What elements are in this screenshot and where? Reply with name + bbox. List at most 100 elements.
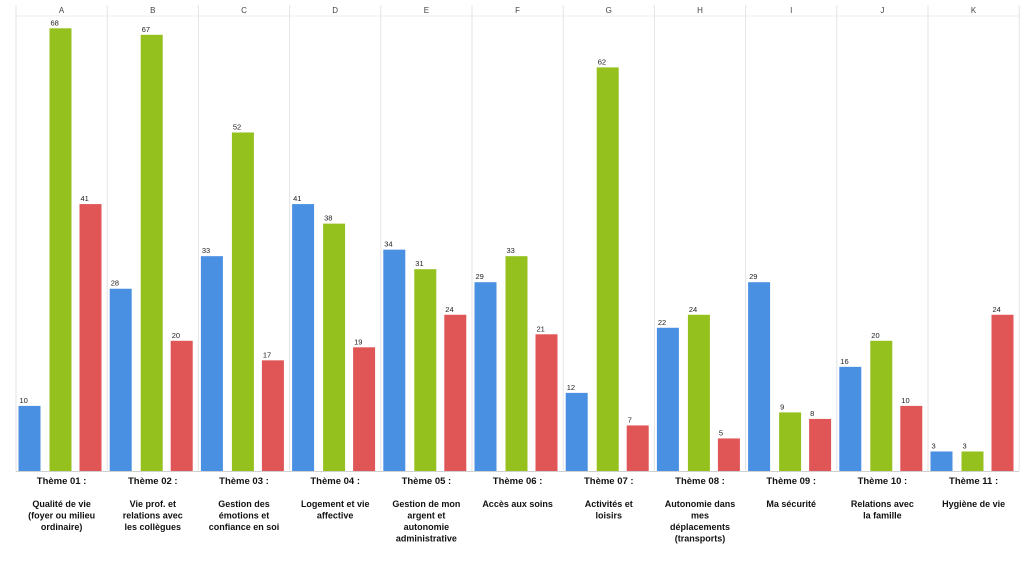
- category-description: Gestion des: [218, 499, 270, 509]
- bar-blue: [383, 249, 406, 471]
- bar-green: [779, 412, 802, 471]
- bar-blue: [565, 392, 588, 471]
- column-letter: I: [790, 6, 792, 15]
- column-letter: D: [332, 6, 338, 15]
- category-description: la famille: [863, 511, 902, 521]
- category-description: (transports): [675, 534, 726, 544]
- category-description: confiance en soi: [209, 522, 280, 532]
- data-label: 17: [263, 350, 271, 359]
- data-label: 29: [476, 272, 484, 281]
- column-letter: B: [150, 6, 155, 15]
- data-label: 20: [871, 331, 879, 340]
- data-label: 29: [749, 272, 757, 281]
- category-title: Thème 07 :: [584, 476, 634, 487]
- data-label: 3: [932, 441, 936, 450]
- category-description: ordinaire): [41, 522, 83, 532]
- category-description: les collègues: [125, 522, 182, 532]
- category-description: Vie prof. et: [130, 499, 176, 509]
- bar-red: [809, 418, 832, 471]
- column-letter: K: [971, 6, 977, 15]
- bar-blue: [474, 282, 497, 471]
- category-title: Thème 06 :: [493, 476, 543, 487]
- data-label: 67: [142, 25, 150, 34]
- data-label: 24: [689, 305, 697, 314]
- bar-red: [900, 405, 923, 471]
- bar-red: [353, 347, 376, 471]
- category-description: Qualité de vie: [32, 499, 91, 509]
- data-label: 24: [993, 305, 1001, 314]
- data-label: 68: [51, 18, 59, 27]
- data-label: 5: [719, 428, 723, 437]
- bars: [18, 28, 1014, 472]
- data-label: 33: [202, 246, 210, 255]
- bar-blue: [656, 327, 679, 471]
- data-label: 16: [840, 357, 848, 366]
- column-letter: J: [880, 6, 884, 15]
- bar-red: [79, 204, 102, 471]
- data-label: 62: [598, 57, 606, 66]
- bar-green: [687, 314, 710, 471]
- category-description: mes: [691, 511, 709, 521]
- category-description: Accès aux soins: [482, 499, 553, 509]
- category-title: Thème 11 :: [949, 476, 998, 487]
- data-label: 28: [111, 279, 119, 288]
- category-description: Ma sécurité: [766, 499, 816, 509]
- category-description: affective: [317, 511, 354, 521]
- category-description: administrative: [396, 534, 457, 544]
- bar-blue: [200, 256, 223, 471]
- data-label: 9: [780, 402, 784, 411]
- bar-blue: [839, 366, 862, 471]
- bar-red: [261, 360, 284, 471]
- data-label: 34: [384, 240, 392, 249]
- category-description: émotions et: [219, 511, 270, 521]
- data-label: 21: [537, 324, 545, 333]
- data-label: 41: [293, 194, 301, 203]
- bar-green: [231, 132, 254, 472]
- bar-green: [596, 67, 619, 471]
- category-description: Gestion de mon: [392, 499, 460, 509]
- category-title: Thème 02 :: [128, 476, 178, 487]
- labels: A B C D E F G H I J K10283341342912222916368675238…: [20, 6, 1006, 544]
- grid-lines: [15, 5, 1020, 472]
- category-description: autonomie: [404, 522, 450, 532]
- column-letter: C: [241, 6, 247, 15]
- data-label: 20: [172, 331, 180, 340]
- bar-red: [444, 314, 467, 471]
- data-label: 3: [963, 441, 967, 450]
- bar-red: [170, 340, 193, 471]
- bar-green: [140, 34, 163, 471]
- category-description: relations avec: [123, 511, 183, 521]
- data-label: 8: [810, 409, 814, 418]
- bar-green: [870, 340, 893, 471]
- bar-blue: [109, 288, 132, 471]
- bar-red: [717, 438, 740, 471]
- column-letter: A: [59, 6, 65, 15]
- category-description: Autonomie dans: [665, 499, 736, 509]
- data-label: 10: [20, 396, 28, 405]
- category-title: Thème 05 :: [402, 476, 452, 487]
- data-label: 12: [567, 383, 575, 392]
- column-letter: F: [515, 6, 520, 15]
- category-description: loisirs: [596, 511, 623, 521]
- category-description: Hygiène de vie: [942, 499, 1005, 509]
- column-letter: H: [697, 6, 703, 15]
- data-label: 10: [901, 396, 909, 405]
- data-label: 31: [415, 259, 423, 268]
- data-label: 7: [628, 415, 632, 424]
- bar-blue: [18, 405, 41, 471]
- bar-red: [626, 425, 649, 471]
- bar-green: [49, 28, 72, 471]
- data-label: 22: [658, 318, 666, 327]
- column-letter: E: [424, 6, 429, 15]
- bar-blue: [292, 204, 315, 471]
- category-title: Thème 01 :: [37, 476, 87, 487]
- bar-green: [323, 223, 346, 471]
- data-label: 33: [507, 246, 515, 255]
- data-label: 19: [354, 337, 362, 346]
- category-title: Thème 09 :: [766, 476, 816, 487]
- category-title: Thème 04 :: [310, 476, 360, 487]
- category-title: Thème 10 :: [858, 476, 908, 487]
- bar-green: [961, 451, 984, 471]
- bar-red: [535, 334, 558, 471]
